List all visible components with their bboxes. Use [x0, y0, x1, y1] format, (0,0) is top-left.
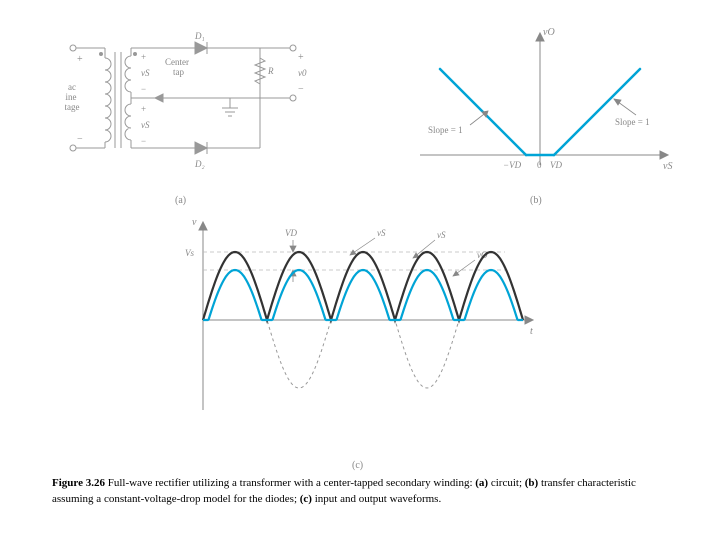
panel-c-waveforms: v t Vs VD vS vS vO	[175, 210, 545, 460]
circuit-svg: ac line voltage + − D₁ D₂ Center tap + v…	[65, 30, 315, 190]
panel-a-label: (a)	[175, 195, 186, 206]
d1-label: D₁	[194, 31, 205, 41]
svg-text:+: +	[298, 52, 304, 63]
transfer-svg: vO vS Slope = 1 Slope = 1 −VD 0 VD	[400, 25, 680, 190]
svg-text:−: −	[298, 84, 304, 95]
panel-b-label: (b)	[530, 195, 542, 206]
vo-label: v0	[298, 68, 307, 78]
panel-a-circuit: ac line voltage + − D₁ D₂ Center tap + v…	[65, 30, 315, 190]
cap-a: (a)	[475, 477, 488, 489]
cap-t4: input and output waveforms.	[312, 493, 441, 505]
vd-gap-label: VD	[285, 228, 297, 238]
v-axis-label: v	[192, 217, 197, 228]
cap-c: (c)	[300, 493, 312, 505]
pos-vd-label: VD	[550, 160, 562, 170]
zero-label: 0	[537, 160, 542, 170]
svg-text:−: −	[141, 136, 146, 146]
figure-caption: Figure 3.26 Full-wave rectifier utilizin…	[52, 476, 667, 508]
vs-peak-label: Vs	[185, 248, 194, 258]
cap-b: (b)	[525, 477, 538, 489]
panel-b-transfer: vO vS Slope = 1 Slope = 1 −VD 0 VD	[400, 25, 680, 190]
cap-t2: circuit;	[488, 477, 525, 489]
vs-lower: vS	[141, 120, 150, 130]
svg-text:−: −	[77, 134, 83, 145]
svg-text:−: −	[141, 84, 146, 94]
neg-vd-label: −VD	[503, 160, 522, 170]
slope-left-label: Slope = 1	[428, 125, 463, 135]
vo-axis-label: vO	[543, 27, 555, 38]
cap-t1: Full-wave rectifier utilizing a transfor…	[105, 477, 475, 489]
svg-text:+: +	[141, 52, 146, 62]
vs-upper: vS	[141, 68, 150, 78]
d2-label: D₂	[194, 159, 205, 169]
waveform-svg: v t Vs VD vS vS vO	[175, 210, 545, 460]
r-label: R	[267, 66, 274, 76]
svg-text:+: +	[141, 104, 146, 114]
caption-lead: Figure 3.26	[52, 477, 105, 489]
vs-dash-leader: vS	[377, 228, 386, 238]
vs-axis-label: vS	[663, 161, 672, 172]
figure-container: ac line voltage + − D₁ D₂ Center tap + v…	[0, 0, 720, 540]
slope-right-label: Slope = 1	[615, 117, 650, 127]
center-tap-label: Center tap	[165, 57, 191, 77]
ac-line-label: ac line voltage	[65, 82, 80, 112]
vs-solid-leader: vS	[437, 230, 446, 240]
t-axis-label: t	[530, 326, 533, 337]
svg-text:+: +	[77, 54, 83, 65]
panel-c-label: (c)	[352, 460, 363, 471]
